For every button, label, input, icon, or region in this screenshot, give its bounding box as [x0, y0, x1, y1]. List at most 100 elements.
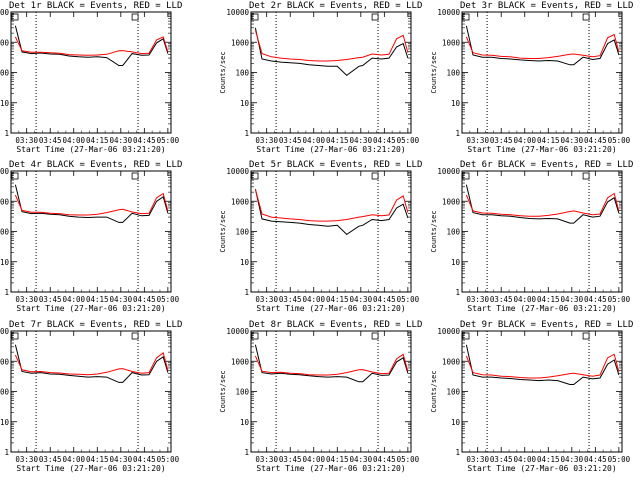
y-tick-label: 10000	[226, 327, 249, 336]
top-marker-right	[131, 13, 139, 21]
y-axis-label: Counts/sec	[219, 370, 227, 412]
y-tick-label: 10	[451, 418, 461, 427]
top-marker-left	[11, 172, 19, 180]
y-tick-label: 10000	[437, 327, 460, 336]
x-axis-label: Start Time (27-Mar-06 03:21:20)	[256, 464, 405, 473]
y-tick-label: 100	[0, 388, 9, 397]
x-axis-label: Start Time (27-Mar-06 03:21:20)	[467, 304, 616, 313]
x-tick-label: 04:15	[537, 455, 560, 464]
y-tick-label: 10000	[226, 167, 249, 176]
x-tick-label: 05:00	[157, 455, 180, 464]
x-axis-label: Start Time (27-Mar-06 03:21:20)	[467, 464, 616, 473]
plot-frame	[10, 170, 172, 293]
y-tick-label: 10	[0, 418, 9, 427]
series-group	[254, 27, 409, 77]
x-tick-label: 04:00	[302, 295, 325, 304]
x-tick-label: 05:00	[397, 295, 420, 304]
top-marker-left	[11, 332, 19, 340]
panel-1: Det 1r BLACK = Events, RED = LLDCounts/s…	[0, 1, 182, 154]
x-tick-label: 05:00	[157, 136, 180, 145]
series-line-events	[14, 25, 169, 66]
x-tick-label: 03:45	[279, 136, 302, 145]
x-tick-label: 04:45	[584, 136, 607, 145]
series-line-lld	[254, 30, 409, 62]
y-axis-label: Counts/sec	[430, 51, 438, 93]
x-tick-label: 04:15	[86, 455, 109, 464]
x-tick-label: 05:00	[397, 136, 420, 145]
y-tick-label: 100	[235, 388, 249, 397]
y-tick-label: 1000	[442, 38, 461, 47]
top-marker-left	[251, 172, 259, 180]
series-line-lld	[465, 192, 620, 217]
top-marker-right	[371, 13, 379, 21]
series-line-events	[14, 344, 169, 383]
series-line-lld	[14, 192, 169, 216]
y-tick-label: 1000	[442, 357, 461, 366]
x-tick-label: 04:00	[62, 455, 85, 464]
panel-title: Det 6r BLACK = Events, RED = LLD	[460, 160, 633, 170]
y-tick-label: 10	[240, 99, 250, 108]
y-tick-label: 100	[446, 69, 460, 78]
x-tick-label: 05:00	[157, 295, 180, 304]
plot-frame	[250, 170, 412, 293]
x-tick-label: 04:15	[537, 295, 560, 304]
plot-frame	[461, 170, 623, 293]
series-line-lld	[14, 36, 169, 56]
x-tick-label: 03:30	[466, 455, 489, 464]
series-line-events	[254, 344, 409, 383]
series-group	[465, 344, 620, 385]
y-tick-label: 100	[0, 69, 9, 78]
x-tick-label: 04:45	[373, 136, 396, 145]
panel-8: Det 8r BLACK = Events, RED = LLD Counts/s…	[219, 320, 422, 473]
x-tick-label: 04:45	[373, 295, 396, 304]
x-tick-label: 04:00	[302, 455, 325, 464]
y-tick-label: 100	[235, 228, 249, 237]
top-marker-right	[582, 13, 590, 21]
panel-title: Det 3r BLACK = Events, RED = LLD	[460, 1, 633, 11]
y-tick-label: 10000	[226, 8, 249, 17]
y-tick-label: 100	[446, 228, 460, 237]
series-group	[465, 25, 620, 66]
series-group	[254, 189, 409, 236]
y-axis-label: Counts/sec	[219, 51, 227, 93]
y-tick-label: 10000	[437, 8, 460, 17]
x-tick-label: 05:00	[608, 455, 631, 464]
series-line-lld	[14, 351, 169, 376]
top-marker-right	[131, 332, 139, 340]
x-tick-label: 04:00	[513, 295, 536, 304]
x-tick-label: 04:15	[537, 136, 560, 145]
y-tick-label: 1	[4, 448, 9, 457]
top-marker-left	[462, 172, 470, 180]
x-tick-label: 03:30	[466, 136, 489, 145]
x-tick-label: 04:30	[350, 295, 373, 304]
plot-frame	[461, 11, 623, 134]
x-axis-label: Start Time (27-Mar-06 03:21:20)	[16, 304, 165, 313]
x-tick-label: 05:00	[608, 295, 631, 304]
panel-5: Det 5r BLACK = Events, RED = LLD Counts/s…	[219, 160, 422, 313]
series-line-events	[465, 344, 620, 385]
x-tick-label: 03:30	[15, 136, 38, 145]
y-tick-label: 1000	[0, 38, 9, 47]
top-marker-right	[131, 172, 139, 180]
top-marker-left	[251, 13, 259, 21]
y-axis-label: Counts/sec	[430, 210, 438, 252]
x-tick-label: 04:15	[86, 295, 109, 304]
panel-9: Det 9r BLACK = Events, RED = LLD Counts/s…	[430, 320, 633, 473]
series-line-lld	[254, 189, 409, 222]
y-tick-label: 100	[446, 388, 460, 397]
x-tick-label: 03:30	[466, 295, 489, 304]
series-line-lld	[465, 353, 620, 379]
top-marker-right	[371, 172, 379, 180]
plot-frame	[10, 11, 172, 134]
y-tick-label: 100	[0, 228, 9, 237]
x-axis-label: Start Time (27-Mar-06 03:21:20)	[256, 304, 405, 313]
x-tick-label: 04:30	[561, 136, 584, 145]
x-tick-label: 04:45	[133, 455, 156, 464]
x-tick-label: 05:00	[608, 136, 631, 145]
x-tick-label: 03:30	[255, 295, 278, 304]
x-tick-label: 03:45	[39, 136, 62, 145]
y-tick-label: 1000	[231, 197, 250, 206]
y-axis-label: Counts/sec	[430, 370, 438, 412]
y-tick-label: 10000	[0, 167, 9, 176]
series-group	[14, 184, 169, 223]
